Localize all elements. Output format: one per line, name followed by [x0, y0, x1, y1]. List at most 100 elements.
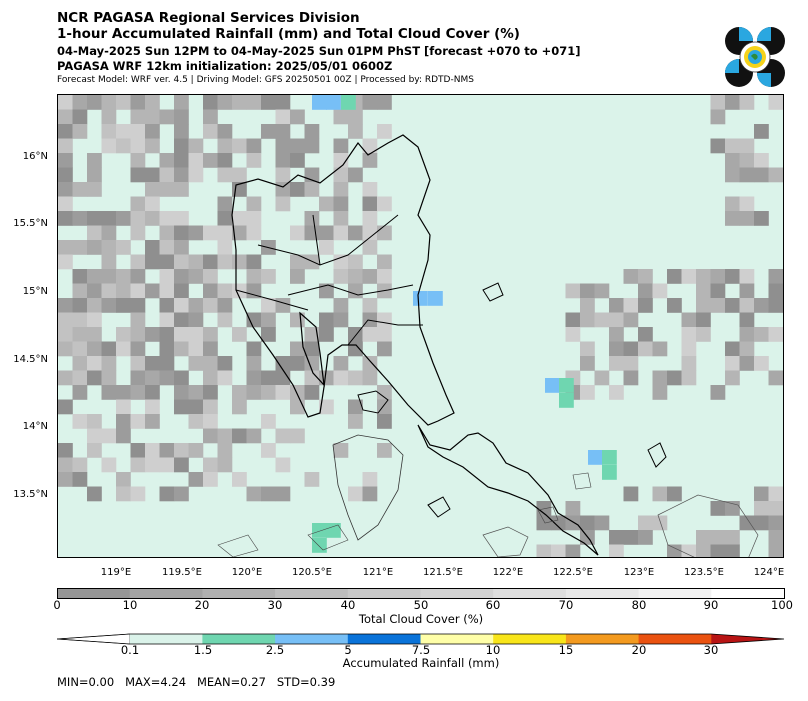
cloud-cell — [116, 472, 131, 487]
cloud-cell — [188, 399, 204, 415]
cloud-cell — [203, 385, 218, 400]
lat-label: 15.5°N — [13, 218, 48, 229]
cloud-cell — [290, 269, 305, 284]
cloud-cell — [275, 428, 291, 444]
cloud-cell — [159, 443, 175, 458]
cloud-cell — [217, 167, 233, 183]
cloud-cell — [333, 182, 349, 197]
cloud-cell — [362, 225, 378, 241]
cloud-cell — [275, 486, 291, 502]
cloud-cell — [783, 313, 784, 328]
cloud-cell — [348, 225, 363, 241]
cloud-cell — [203, 109, 218, 125]
cloud-cell — [290, 399, 305, 415]
cloud-cell — [696, 327, 711, 342]
cloud-cell — [638, 327, 653, 342]
cloud-cell — [232, 225, 247, 241]
cloud-cell — [783, 124, 784, 139]
cloud-cell — [232, 167, 247, 183]
cloud-cell — [130, 457, 146, 473]
cloud-cell — [145, 240, 160, 255]
cloud-cell — [246, 341, 262, 357]
cloud-cell — [290, 385, 305, 400]
cloud-cell — [87, 414, 102, 429]
cloud-cell — [246, 269, 262, 284]
cloud-cell — [754, 211, 769, 226]
cloud-cell — [188, 443, 204, 458]
cloud-cell — [159, 298, 175, 313]
cloud-cell — [333, 153, 349, 168]
cloud-cell — [87, 298, 102, 313]
cloud-cell — [159, 356, 175, 371]
cloud-cell — [174, 225, 189, 241]
cloud-cell — [739, 356, 755, 371]
cloud-cell — [159, 486, 175, 502]
cloud-cell — [174, 385, 189, 400]
cloud-cell — [58, 95, 73, 110]
cloud-cell — [290, 138, 305, 154]
cloud-cell — [72, 124, 88, 139]
cloud-cell — [87, 356, 102, 371]
cloud-cell — [87, 312, 102, 328]
province-boundaries — [235, 214, 423, 346]
cloud-cell — [754, 167, 769, 183]
cloud-cell — [58, 124, 73, 139]
rain-bar-segment — [275, 634, 349, 644]
cloud-cell — [710, 385, 726, 400]
cloud-cell — [217, 211, 233, 226]
cloud-cell — [72, 472, 88, 487]
cloud-cell — [304, 341, 320, 357]
cloud-cell — [145, 443, 160, 458]
cloud-cell — [203, 269, 218, 284]
cloud-cell — [174, 167, 189, 183]
rain-tick: 20 — [631, 643, 647, 657]
cloud-cell — [58, 153, 73, 168]
cloud-cell — [217, 196, 233, 212]
cloud-cell — [58, 457, 73, 473]
cloud-cell — [565, 515, 581, 531]
cloud-cell — [130, 167, 146, 183]
cloud-cell — [130, 124, 146, 139]
cloud-cell — [145, 167, 160, 183]
cloud-cell — [638, 515, 653, 531]
cloud-cell — [58, 211, 73, 226]
cloud-cell — [145, 95, 160, 110]
cloud-cell — [130, 370, 146, 386]
cloud-cell — [304, 225, 320, 241]
cloud-cell — [217, 95, 233, 110]
cloud-cell — [174, 298, 189, 313]
cloud-cell — [362, 196, 378, 212]
cloud-cell — [710, 283, 726, 299]
cloud-cell — [754, 515, 769, 531]
rain-bar-segment — [347, 634, 421, 644]
cloud-cell — [652, 283, 668, 299]
cloud-bar-segment — [493, 588, 567, 599]
cloud-cell — [188, 312, 204, 328]
cloud-cell — [652, 341, 668, 357]
cloud-cell — [623, 530, 639, 545]
cloud-cell — [377, 385, 392, 400]
cloud-cell — [333, 225, 349, 241]
cloud-cell — [333, 138, 349, 154]
cloud-cell — [130, 327, 146, 342]
cloud-cell — [696, 312, 711, 328]
cloud-cell — [101, 225, 117, 241]
cloud-tick: 90 — [703, 598, 719, 612]
cloud-cell — [290, 341, 305, 357]
cloud-cell — [101, 385, 117, 400]
cloud-cell — [725, 196, 740, 212]
cloud-cell — [101, 254, 117, 270]
cloud-cell — [58, 182, 73, 197]
cloud-cell — [72, 298, 88, 313]
map-panel — [57, 94, 784, 558]
cloud-cell — [696, 283, 711, 299]
cloud-cell — [261, 269, 276, 284]
cloud-cell — [638, 530, 653, 545]
cloud-cell — [377, 341, 392, 357]
cloud-cell — [739, 327, 755, 342]
cloud-cell — [725, 167, 740, 183]
cloud-cell — [348, 399, 363, 415]
cloud-cell — [159, 341, 175, 357]
cloud-cell — [725, 211, 740, 226]
cloud-cell — [217, 124, 233, 139]
